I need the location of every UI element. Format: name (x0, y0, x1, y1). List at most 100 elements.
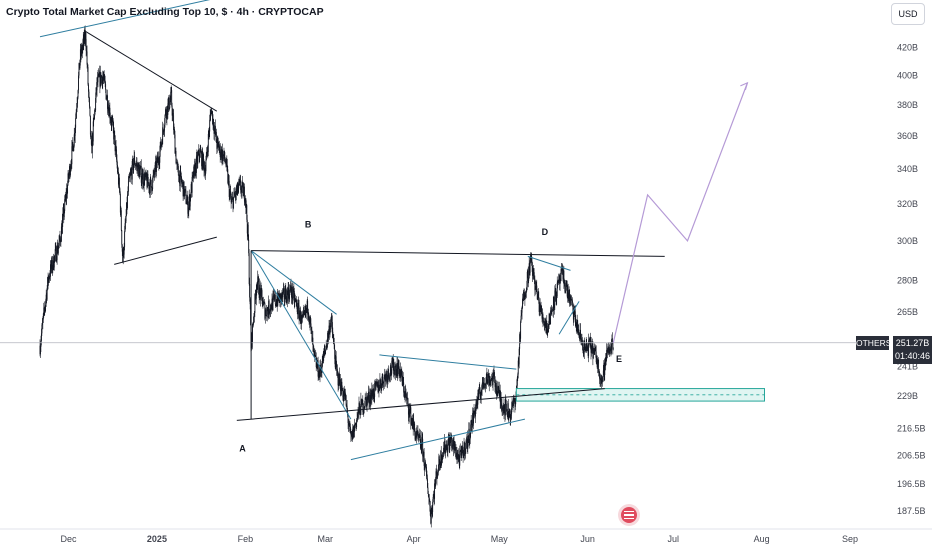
candle-body (236, 183, 238, 190)
candle-body (286, 290, 288, 304)
candle-body (144, 173, 146, 178)
candle-body (301, 314, 302, 324)
candle-body (302, 314, 304, 317)
candle-body (200, 152, 202, 153)
candle-body (407, 404, 409, 415)
candle-body (499, 391, 501, 403)
candle-body (402, 377, 404, 386)
candle-body (579, 329, 581, 340)
candle-body (211, 110, 213, 115)
candle-body (300, 310, 301, 324)
candle-body (59, 239, 61, 243)
candle-body (455, 446, 456, 451)
candle-body (597, 360, 599, 368)
candle-body (125, 215, 127, 222)
candle-body (378, 388, 380, 392)
candle-body (367, 396, 368, 400)
candle-body (266, 308, 268, 318)
candle-body (567, 290, 569, 297)
candle-body (253, 322, 254, 325)
candle-body (229, 191, 231, 197)
candle-body (390, 366, 392, 373)
candle-body (450, 438, 452, 443)
candle-body (175, 150, 177, 164)
candle-body (334, 349, 336, 359)
candle-body (106, 95, 108, 98)
candle-body (549, 313, 551, 325)
candle-body (312, 337, 314, 345)
candle-body (529, 263, 531, 274)
candle-body (514, 401, 516, 407)
candle-body (58, 241, 60, 246)
candle-body (112, 120, 114, 121)
candle-body (558, 279, 560, 281)
candle-body (406, 397, 408, 399)
candle-body (600, 375, 602, 384)
candle-body (409, 407, 411, 411)
candle-body (147, 182, 149, 184)
candle-body (72, 144, 74, 152)
candle-body (323, 352, 325, 355)
candle-body (452, 439, 454, 445)
candle-body (79, 60, 81, 69)
candle-body (208, 132, 210, 134)
candle-body (525, 292, 527, 297)
x-tick-label: 2025 (147, 534, 167, 544)
candle-body (328, 325, 330, 332)
candle-body (230, 198, 232, 203)
candle-body (253, 312, 255, 316)
candle-body (332, 338, 334, 340)
candle-body (442, 452, 444, 460)
candle-body (193, 171, 195, 178)
candle-body (97, 77, 98, 83)
candle-body (527, 270, 529, 281)
candle-body (332, 331, 334, 339)
candle-body (309, 316, 311, 324)
candle-body (68, 173, 70, 179)
candle-body (437, 472, 439, 474)
candle-body (585, 342, 587, 347)
last-price-tag: 251.27B 01:40:46 (893, 335, 932, 364)
candle-body (335, 356, 337, 368)
candle-body (319, 370, 320, 377)
candle-body (448, 440, 450, 450)
y-tick-label: 320B (897, 199, 918, 209)
candle-body (54, 249, 56, 256)
candle-body (588, 340, 590, 356)
candle-body (552, 296, 554, 312)
candle-body (200, 150, 202, 153)
candle-body (484, 384, 486, 386)
candle-body (581, 343, 583, 345)
y-tick-label: 206.5B (897, 450, 926, 460)
candle-body (271, 298, 273, 310)
candle-body (602, 376, 604, 381)
candle-body (340, 381, 342, 395)
candle-body (512, 402, 513, 405)
candle-body (571, 300, 573, 303)
candle-body (288, 287, 290, 296)
candle-body (600, 379, 601, 381)
candle-body (592, 343, 594, 359)
candle-body (214, 128, 215, 134)
candle-body (522, 298, 524, 301)
candle-body (596, 362, 598, 368)
candle-body (293, 291, 295, 303)
candle-body (554, 290, 556, 306)
candle-body (598, 359, 600, 373)
candle-body (83, 32, 85, 44)
candle-body (220, 149, 222, 156)
currency-button[interactable]: USD (891, 3, 925, 25)
candle-body (137, 164, 138, 167)
candle-body (310, 316, 311, 324)
candle-body (479, 393, 481, 397)
candle-body (504, 404, 505, 410)
tradingview-logo-icon[interactable] (618, 504, 640, 526)
candle-body (99, 72, 101, 87)
candle-body (553, 305, 555, 309)
candle-body (151, 186, 153, 192)
candle-body (196, 155, 198, 164)
candle-body (131, 160, 133, 180)
candle-body (187, 196, 189, 214)
